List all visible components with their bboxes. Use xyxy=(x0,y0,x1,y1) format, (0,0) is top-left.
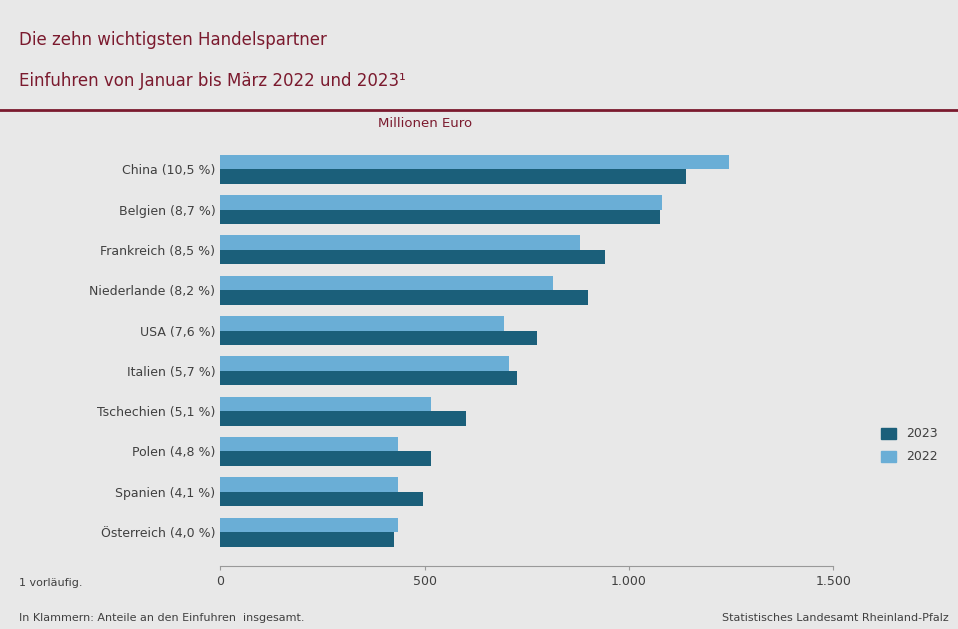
Bar xyxy=(220,250,604,264)
Text: Die zehn wichtigsten Handelspartner: Die zehn wichtigsten Handelspartner xyxy=(19,31,327,49)
Bar xyxy=(220,452,431,466)
Bar xyxy=(220,209,660,224)
Text: In Klammern: Anteile an den Einfuhren  insgesamt.: In Klammern: Anteile an den Einfuhren in… xyxy=(19,613,305,623)
Bar xyxy=(220,169,686,184)
Bar xyxy=(220,371,516,386)
Bar xyxy=(220,397,431,411)
Legend: 2023, 2022: 2023, 2022 xyxy=(881,428,938,464)
Bar xyxy=(220,195,662,209)
Bar xyxy=(220,518,399,532)
Bar xyxy=(220,477,399,492)
Bar xyxy=(220,532,394,547)
Bar xyxy=(220,411,466,426)
Bar xyxy=(220,492,422,506)
Bar xyxy=(220,330,537,345)
Text: Statistisches Landesamt Rheinland-Pfalz: Statistisches Landesamt Rheinland-Pfalz xyxy=(721,613,948,623)
Text: Einfuhren von Januar bis März 2022 und 2023¹: Einfuhren von Januar bis März 2022 und 2… xyxy=(19,72,406,89)
Bar xyxy=(220,316,505,330)
Bar xyxy=(220,235,580,250)
Bar xyxy=(220,276,554,290)
Bar xyxy=(220,290,588,304)
Text: 1 vorläufig.: 1 vorläufig. xyxy=(19,578,82,588)
Text: Millionen Euro: Millionen Euro xyxy=(377,117,471,130)
Bar xyxy=(220,356,509,371)
Bar xyxy=(220,437,399,452)
Bar xyxy=(220,155,729,169)
